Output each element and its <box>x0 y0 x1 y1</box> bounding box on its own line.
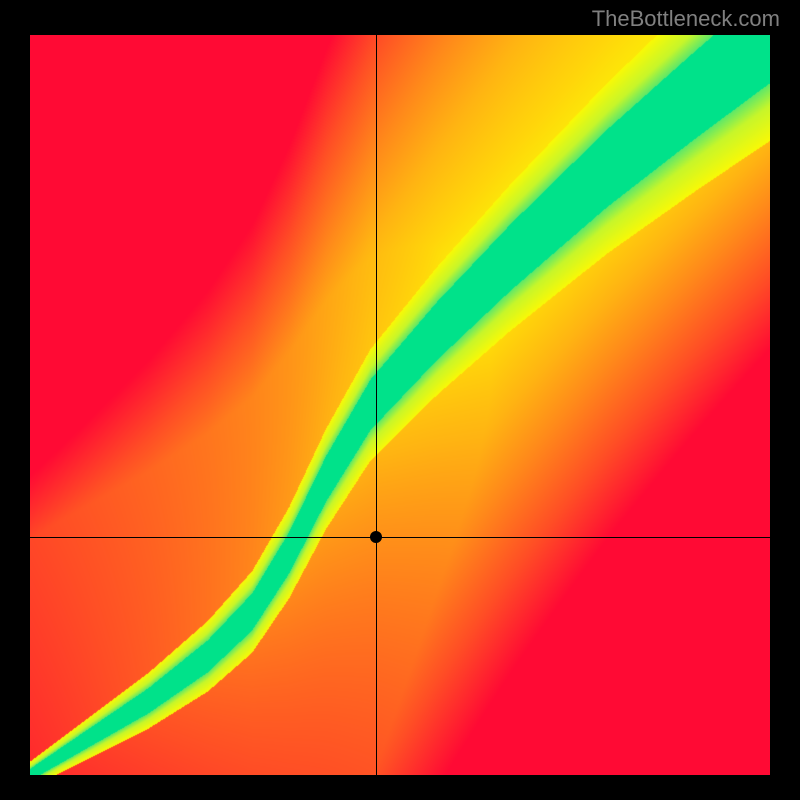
crosshair-horizontal <box>30 537 770 538</box>
watermark-text: TheBottleneck.com <box>592 6 780 32</box>
crosshair-vertical <box>376 35 377 775</box>
bottleneck-heatmap <box>30 35 770 775</box>
marker-dot <box>370 531 382 543</box>
root-container: TheBottleneck.com <box>0 0 800 800</box>
